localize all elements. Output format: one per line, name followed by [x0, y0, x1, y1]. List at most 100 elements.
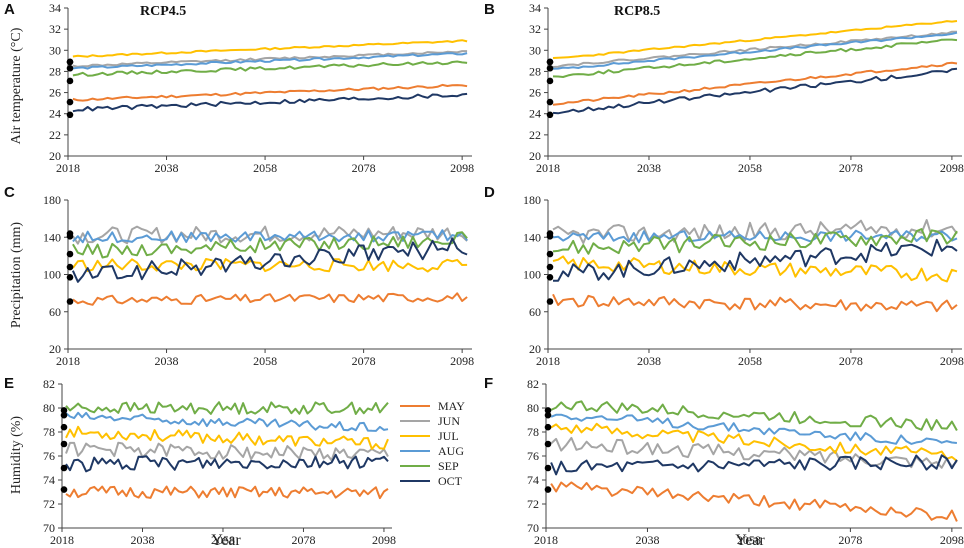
- panel-c-x-tick-label: 2078: [352, 354, 376, 368]
- panel-b: 20 22 24 26 28 30 32 34 2018 2038 2058 2078 2098: [529, 1, 964, 175]
- panel-b-x-tick-label: 2038: [637, 161, 661, 175]
- panel-d-series-oct: [553, 238, 958, 282]
- panel-a-x-tick-label: 2018: [56, 161, 80, 175]
- panel-a-y-tick-label: 30: [49, 43, 61, 57]
- panel-e-series-jul: [65, 425, 389, 450]
- panel-c-series-sep: [72, 231, 468, 259]
- panel-c-observed-point-sep: [66, 250, 74, 258]
- panel-a-observed-point-may: [66, 98, 74, 106]
- panel-d-series-jul: [552, 255, 958, 283]
- panel-b-series-oct: [552, 67, 958, 115]
- panel-f-y-tick-label: 76: [527, 449, 539, 463]
- panel-a-y-tick-label: 26: [49, 86, 61, 100]
- panel-f-y-tick-label: 82: [527, 377, 539, 391]
- panel-b-observed-point-sep: [546, 77, 554, 85]
- panel-a-y-tick-label: 22: [49, 128, 61, 142]
- legend-label-may: MAY: [438, 399, 465, 413]
- panel-d-x-tick-label: 2078: [839, 354, 863, 368]
- panel-b-y-tick-label: 34: [529, 1, 541, 15]
- panel-c-y-tick-label: 100: [43, 268, 61, 282]
- panel-d-y-tick-label: 140: [523, 230, 541, 244]
- panel-e-series-jun: [65, 441, 389, 462]
- panel-e-x-tick-label: 2018: [50, 533, 74, 547]
- panel-d-series-sep: [552, 228, 958, 255]
- panel-a-observed-point-sep: [66, 77, 74, 85]
- panel-e-series-may: [65, 485, 389, 500]
- panel-c-series-jul: [72, 258, 468, 273]
- panel-f-observed-point-jun: [544, 440, 552, 448]
- panel-b-y-tick-label: 30: [529, 43, 541, 57]
- panel-d: 20 60 100 140 180 2018 2038 2058 2078 2098: [523, 193, 964, 368]
- panel-f-observed-point-oct: [544, 464, 552, 472]
- panel-d-x-tick-label: 2038: [637, 354, 661, 368]
- panel-e-y-tick-label: 76: [43, 449, 55, 463]
- panel-b-series-may: [552, 61, 958, 106]
- panel-a-observed-point-jul: [66, 58, 74, 66]
- legend-label-sep: SEP: [438, 459, 459, 473]
- panel-letter-e: E: [4, 375, 14, 392]
- panel-d-series-aug: [552, 229, 958, 244]
- panel-f-x-tick-label: 2098: [940, 533, 964, 547]
- panel-e-x-tick-label: 2038: [130, 533, 154, 547]
- panel-c-observed-point-aug: [66, 233, 74, 240]
- panel-e-y-tick-label: 74: [43, 473, 55, 487]
- panel-a-y-tick-label: 32: [49, 22, 61, 36]
- panel-b-y-tick-label: 28: [529, 64, 541, 78]
- panel-a-observed-point-oct: [66, 111, 74, 119]
- panel-b-observed-point-aug: [546, 64, 554, 72]
- panel-f-observed-point-may: [544, 486, 552, 493]
- panel-a-series-may: [72, 83, 468, 102]
- panel-f-series-aug: [550, 413, 957, 445]
- panel-f-observed-point-sep: [544, 407, 552, 414]
- panel-b-series-jul: [552, 20, 958, 59]
- panel-e-x-tick-label: 2078: [291, 533, 315, 547]
- panel-c-y-tick-label: 60: [49, 305, 61, 319]
- panel-b-y-tick-label: 26: [529, 86, 541, 100]
- scenario-title-rcp85: RCP8.5: [614, 4, 660, 19]
- panel-a-series-jul: [72, 39, 468, 58]
- panel-letter-a: A: [4, 1, 15, 18]
- panel-c-y-tick-label: 20: [49, 342, 61, 356]
- ylabel-precipitation: Precipitation (mm): [9, 222, 24, 328]
- panel-d-y-tick-label: 20: [529, 342, 541, 356]
- panel-c-x-tick-label: 2018: [56, 354, 80, 368]
- panel-f: 70 72 74 76 78 80 82 2018 2038 2058 2078 2098: [527, 377, 964, 547]
- panel-letter-b: B: [484, 1, 495, 18]
- panel-e-observed-point-jun: [60, 440, 68, 448]
- panel-e-series-oct: [65, 453, 389, 473]
- panel-c-observed-point-jul: [66, 273, 74, 281]
- panel-b-y-tick-label: 22: [529, 128, 541, 142]
- panel-letter-f: F: [484, 375, 493, 392]
- panel-a: 20 22 24 26 28 30 32 34 2018 2038 2058 2078 2098: [49, 1, 474, 175]
- xlabel-year-left: Year: [211, 532, 241, 548]
- panel-d-y-tick-label: 100: [523, 268, 541, 282]
- panel-f-series-oct: [550, 454, 958, 476]
- panel-letter-c: C: [4, 184, 15, 201]
- panel-f-y-tick-label: 72: [527, 497, 539, 511]
- scenario-title-rcp45: RCP4.5: [140, 4, 186, 19]
- panel-d-x-tick-label: 2098: [940, 354, 964, 368]
- panel-f-x-tick-label: 2018: [534, 533, 558, 547]
- panel-f-y-tick-label: 70: [527, 521, 539, 535]
- panel-d-observed-point-jul: [546, 273, 554, 281]
- panel-e-observed-point-sep: [60, 407, 68, 414]
- panel-f-observed-point-jul: [544, 423, 552, 431]
- panel-d-y-tick-label: 180: [523, 193, 541, 207]
- panel-f-y-tick-label: 74: [527, 473, 539, 487]
- panel-e-observed-point-oct: [60, 464, 68, 472]
- panel-f-y-tick-label: 78: [527, 425, 539, 439]
- panel-e-y-tick-label: 80: [43, 401, 55, 415]
- panel-e-observed-point-may: [60, 486, 68, 493]
- panel-b-y-tick-label: 24: [529, 107, 541, 121]
- panel-a-x-tick-label: 2038: [155, 161, 179, 175]
- panel-f-x-tick-label: 2038: [635, 533, 659, 547]
- panel-e-observed-point-aug: [60, 411, 68, 419]
- panel-c-observed-point-oct: [66, 263, 74, 271]
- panel-c-series-may: [72, 292, 468, 306]
- panel-c-observed-point-may: [66, 298, 74, 305]
- legend-label-oct: OCT: [438, 474, 463, 488]
- legend-label-aug: AUG: [438, 444, 464, 458]
- panel-f-series-jun: [550, 436, 958, 469]
- panel-d-x-tick-label: 2018: [536, 354, 560, 368]
